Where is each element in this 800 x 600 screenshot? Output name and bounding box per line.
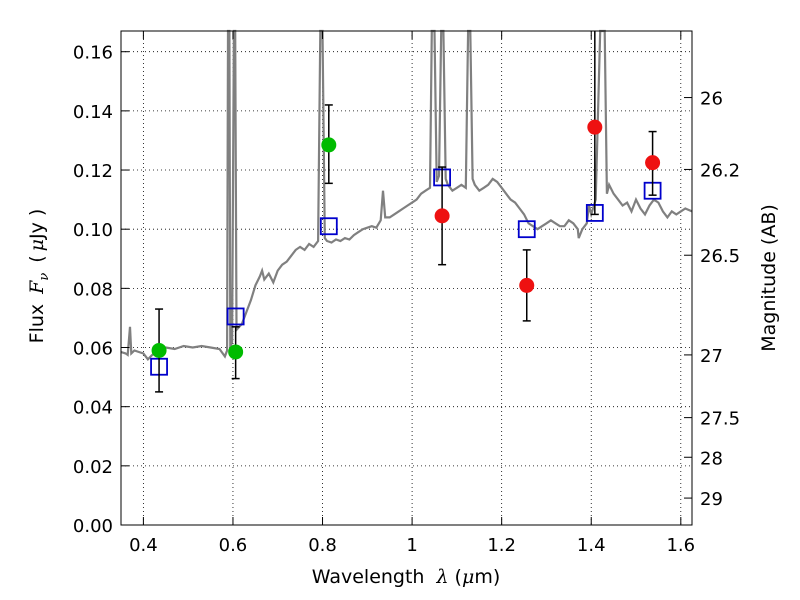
data-points xyxy=(150,31,662,393)
observed-point-red xyxy=(645,155,661,171)
y-tick-label: 0.12 xyxy=(73,161,113,182)
x-tick-label: 0.4 xyxy=(129,535,158,556)
x-tick-label: 1.4 xyxy=(577,535,606,556)
plot-frame xyxy=(120,30,693,526)
y2-tick-label: 26 xyxy=(700,89,723,110)
x-tick-label: 1 xyxy=(406,535,417,556)
y-tick-label: 0.08 xyxy=(73,279,113,300)
y-tick-label: 0.04 xyxy=(73,398,113,419)
y2-tick-label: 29 xyxy=(700,489,723,510)
y-axis-title: FluxFν(μJy ) xyxy=(26,209,52,344)
y2-tick-label: 26.5 xyxy=(700,246,740,267)
observed-point-green xyxy=(321,137,337,153)
y2-tick-label: 27 xyxy=(700,346,723,367)
y-tick-label: 0.00 xyxy=(73,516,113,537)
y-tick-label: 0.02 xyxy=(73,457,113,478)
x-tick-label: 0.8 xyxy=(308,535,337,556)
observed-point-red xyxy=(519,277,535,293)
y-tick-label: 0.14 xyxy=(73,102,113,123)
observed-point-green xyxy=(151,342,167,358)
y-tick-label: 0.16 xyxy=(73,43,113,64)
y2-tick-label: 26.2 xyxy=(700,160,740,181)
model-photometry-square xyxy=(517,220,536,239)
x-tick-label: 0.6 xyxy=(219,535,248,556)
x-tick-label: 1.6 xyxy=(666,535,695,556)
y-tick-label: 0.10 xyxy=(73,220,113,241)
x-tick-label: 1.2 xyxy=(487,535,516,556)
observed-point-red xyxy=(587,119,603,135)
model-photometry-square xyxy=(226,307,245,326)
y-tick-label: 0.06 xyxy=(73,339,113,360)
x-axis-title: Wavelength λ (μm) xyxy=(312,566,500,588)
model-spectrum-line xyxy=(120,29,693,361)
spectrum-layer xyxy=(120,29,693,361)
observed-point-red xyxy=(434,208,450,224)
axis-ticks: 0.4 0.6 0.8 1 1.2 1.4 1.6 0.00 0.02 0.04 0.06 0.08 0… xyxy=(73,31,740,556)
y2-tick-label: 28 xyxy=(700,448,723,469)
y2-axis-title: Magnitude (AB) xyxy=(758,204,780,352)
model-photometry-square xyxy=(319,217,338,236)
y2-tick-label: 27.5 xyxy=(700,409,740,430)
observed-point-green xyxy=(228,344,244,360)
